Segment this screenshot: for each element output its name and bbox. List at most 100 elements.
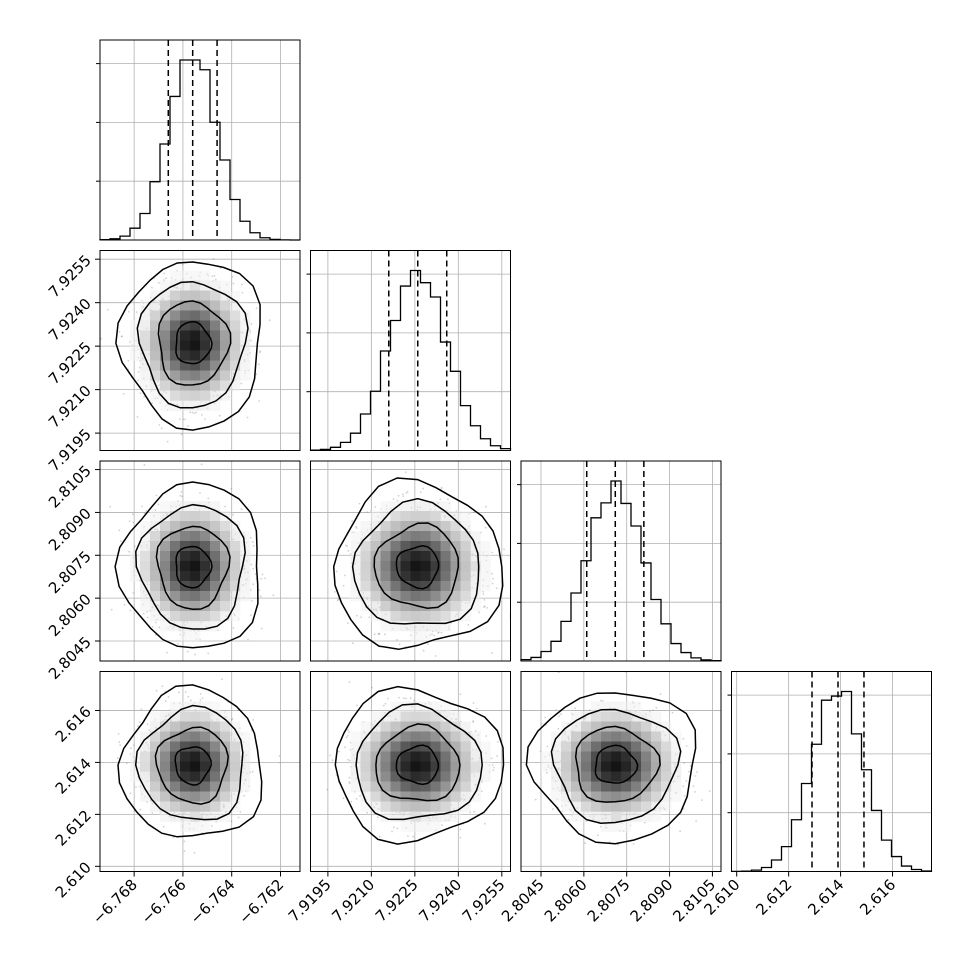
density-cell xyxy=(150,310,161,321)
sample-point xyxy=(406,490,409,493)
sample-point xyxy=(344,574,346,577)
sample-point xyxy=(193,412,196,415)
density-cell xyxy=(140,310,151,321)
density-cell xyxy=(360,531,371,542)
density-cell xyxy=(190,631,201,642)
density-cell xyxy=(240,581,251,592)
sample-point xyxy=(491,582,494,585)
density-cell xyxy=(420,511,431,522)
density-cell xyxy=(160,501,171,512)
density-cell xyxy=(220,310,231,321)
density-cell xyxy=(220,300,231,311)
density-cell xyxy=(200,601,211,612)
contour-level-2 xyxy=(135,503,246,630)
density-cell xyxy=(210,310,221,321)
sample-point xyxy=(163,272,166,275)
density-cell xyxy=(410,531,421,542)
density-cell xyxy=(410,571,421,582)
sample-point xyxy=(127,359,130,362)
density-cell xyxy=(380,561,391,572)
density-cell xyxy=(190,320,201,331)
sample-point xyxy=(179,494,182,497)
density-cell xyxy=(370,531,381,542)
density-cell xyxy=(180,370,191,381)
density-cell xyxy=(180,511,191,522)
sample-point xyxy=(405,492,408,494)
density-cell xyxy=(440,581,451,592)
density-cell xyxy=(210,541,221,552)
density-cell xyxy=(190,561,201,572)
hist-panel-1 xyxy=(306,250,512,451)
density-cell xyxy=(220,521,231,532)
sample-point xyxy=(252,583,255,586)
density-cell xyxy=(220,320,231,331)
density-cell xyxy=(350,561,361,572)
sample-point xyxy=(212,258,215,260)
density-cell xyxy=(450,591,461,602)
density-cell xyxy=(410,521,421,532)
density-cell xyxy=(410,621,421,632)
sample-point xyxy=(483,606,485,609)
density-cell xyxy=(180,360,191,371)
density-cell xyxy=(160,601,171,612)
density-cell xyxy=(190,370,201,381)
density-cell xyxy=(390,511,401,522)
sample-point xyxy=(123,603,126,606)
density-cell xyxy=(200,370,211,381)
sample-point xyxy=(255,307,258,310)
sample-point xyxy=(161,685,164,688)
sample-point xyxy=(258,400,260,402)
density-cell xyxy=(140,300,151,311)
sample-point xyxy=(110,608,113,611)
sample-point xyxy=(121,335,123,338)
sample-point xyxy=(207,652,210,655)
sample-point xyxy=(440,488,443,490)
density-cell xyxy=(200,521,211,532)
sample-point xyxy=(392,498,395,500)
sample-point xyxy=(402,495,405,497)
contour-level-0 xyxy=(175,545,213,589)
sample-point xyxy=(404,471,407,474)
density-cell xyxy=(160,561,171,572)
sample-point xyxy=(211,275,214,278)
panel-frame xyxy=(310,460,511,662)
density-cell xyxy=(140,601,151,612)
density-cell xyxy=(160,581,171,592)
density-cell xyxy=(220,290,231,301)
density-cell xyxy=(170,561,181,572)
density-cell xyxy=(210,290,221,301)
panel-frame xyxy=(99,39,301,241)
sample-point xyxy=(259,350,262,353)
density-cell xyxy=(170,551,181,562)
sample-point xyxy=(146,610,149,613)
sample-point xyxy=(230,487,233,490)
density-cell xyxy=(160,511,171,522)
sample-point xyxy=(335,570,338,573)
density-cell xyxy=(170,390,181,401)
density-cell xyxy=(190,581,201,592)
density-cell xyxy=(470,561,481,572)
contour-level-0 xyxy=(395,545,440,590)
density-cell xyxy=(230,310,241,321)
density-cell xyxy=(230,330,241,341)
sample-point xyxy=(261,573,264,576)
density-cell xyxy=(420,601,431,612)
sample-point xyxy=(241,291,244,294)
sample-point xyxy=(336,599,339,602)
density-cell xyxy=(440,501,451,512)
density-cell xyxy=(230,360,241,371)
density-cell xyxy=(180,390,191,401)
density-cell xyxy=(170,531,181,542)
sample-point xyxy=(146,723,149,725)
density-cell xyxy=(390,621,401,632)
density-cell xyxy=(210,551,221,562)
density-cell xyxy=(190,601,201,612)
density-cell xyxy=(170,270,181,281)
sample-point xyxy=(243,795,245,797)
density-cell xyxy=(180,280,191,291)
sample-point xyxy=(207,497,210,500)
density-cell xyxy=(220,340,231,351)
density-cell xyxy=(160,551,171,562)
density-cell xyxy=(170,581,181,592)
